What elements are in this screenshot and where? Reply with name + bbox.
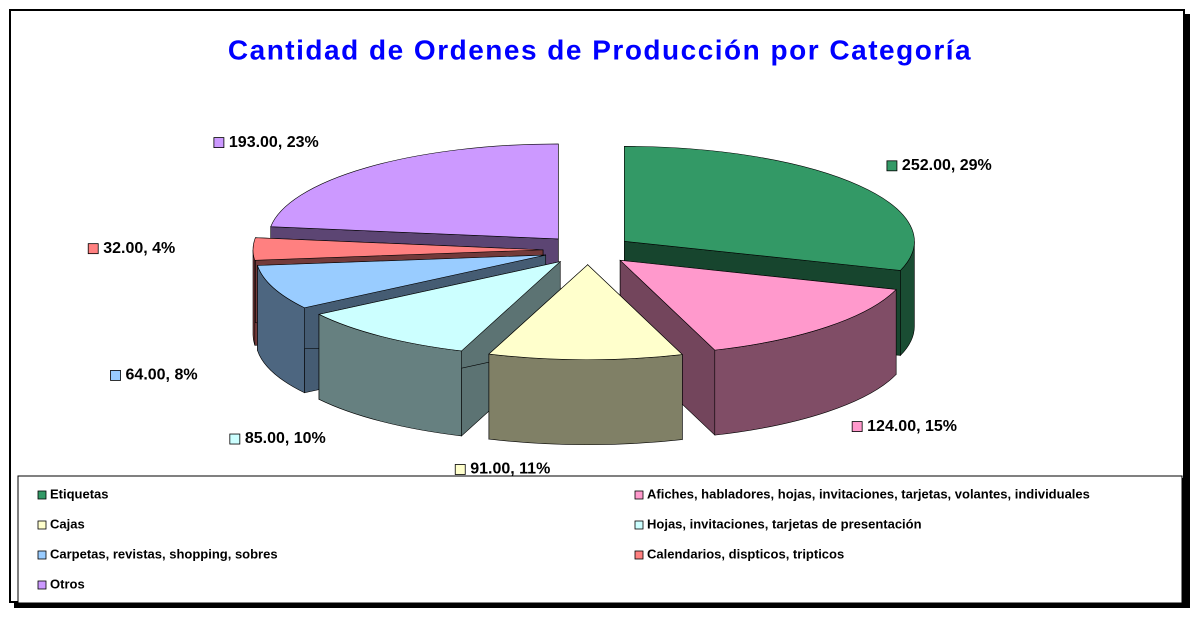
- legend-swatch: [37, 520, 47, 530]
- legend-label: Etiquetas: [50, 486, 109, 501]
- slice: [488, 264, 683, 361]
- legend-label: Carpetas, revistas, shopping, sobres: [50, 546, 278, 561]
- slice: [270, 143, 559, 240]
- data-label-swatch: [454, 464, 466, 475]
- data-label-swatch: [851, 421, 863, 432]
- data-label-swatch: [110, 370, 121, 381]
- legend-swatch: [634, 550, 644, 560]
- legend-label: Cajas: [50, 516, 85, 531]
- slice: [624, 146, 915, 271]
- legend-label: Otros: [50, 576, 85, 591]
- data-label-swatch: [87, 243, 99, 255]
- slice-side: [252, 249, 256, 346]
- data-label: 91.00, 11%: [470, 461, 550, 478]
- data-label: 85.00, 10%: [245, 430, 326, 447]
- legend-swatch: [37, 580, 47, 590]
- slice: [318, 261, 562, 352]
- data-label: 252.00, 29%: [902, 157, 992, 174]
- legend-label: Afiches, habladores, hojas, invitaciones…: [647, 486, 1090, 501]
- data-label: 193.00, 23%: [229, 134, 319, 151]
- legend-label: Hojas, invitaciones, tarjetas de present…: [647, 516, 922, 531]
- chart-title: Cantidad de Ordenes de Producción por Ca…: [228, 34, 972, 65]
- data-label-swatch: [213, 137, 225, 148]
- legend-swatch: [634, 520, 644, 530]
- legend-swatch: [37, 550, 47, 560]
- slice: [619, 259, 897, 351]
- slice: [252, 237, 544, 261]
- data-label: 32.00, 4%: [103, 240, 175, 257]
- legend-box: [17, 475, 1183, 604]
- slice: [257, 254, 546, 309]
- data-label: 124.00, 15%: [867, 418, 957, 435]
- data-label-swatch: [886, 160, 898, 172]
- legend-swatch: [634, 490, 644, 500]
- legend-label: Calendarios, dispticos, tripticos: [647, 546, 844, 561]
- legend-swatch: [37, 490, 47, 500]
- slice-side: [488, 353, 683, 446]
- data-label: 64.00, 8%: [126, 367, 198, 384]
- data-label-swatch: [229, 433, 241, 445]
